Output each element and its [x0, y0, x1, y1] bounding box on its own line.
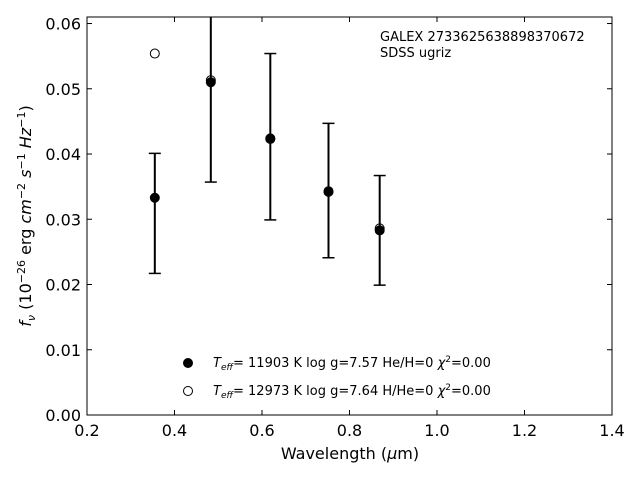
annotation-survey: SDSS ugriz	[380, 46, 451, 61]
legend-marker-filled	[183, 358, 193, 368]
open-circle-point	[374, 223, 385, 234]
y-axis-label: fν (10−26 erg cm−2 s−1 Hz−1)	[15, 105, 38, 326]
legend-marker-open	[183, 386, 193, 396]
x-tick-labels: 0.2 0.4 0.6 0.8 1.0 1.2 1.4	[74, 421, 624, 440]
open-circle-point	[265, 133, 276, 144]
open-circle-point	[149, 48, 160, 59]
open-circle-point	[205, 75, 216, 86]
x-axis-label: Wavelength (μm)	[281, 444, 419, 463]
filled-circle-point	[149, 192, 160, 203]
open-circle-point	[323, 186, 334, 197]
filled-circle-point	[205, 77, 216, 88]
x-tick-label: 0.4	[162, 421, 187, 440]
x-tick-label: 0.6	[249, 421, 274, 440]
y-tick-label: 0.05	[45, 80, 81, 99]
y-tick-label: 0.01	[45, 341, 81, 360]
y-tick-label: 0.03	[45, 210, 81, 229]
legend-entry-2: Teff= 12973 K log g=7.64 H/He=0 χ2=0.00	[213, 383, 491, 401]
x-tick-label: 1.4	[599, 421, 624, 440]
error-bars	[148, 17, 386, 286]
data-points	[149, 48, 385, 236]
plot-frame	[86, 16, 613, 416]
legend-entry-1: Teff= 11903 K log g=7.57 He/H=0 χ2=0.00	[213, 355, 491, 373]
x-tick-label: 1.0	[424, 421, 449, 440]
x-tick-label: 0.8	[337, 421, 362, 440]
y-tick-label: 0.06	[45, 15, 81, 34]
x-tick-label: 0.2	[74, 421, 99, 440]
x-tick-label: 1.2	[512, 421, 537, 440]
annotation-object-id: GALEX 2733625638898370672	[380, 30, 585, 45]
y-tick-labels: 0.00 0.01 0.02 0.03 0.04 0.05 0.06	[45, 15, 81, 425]
y-tick-label: 0.00	[45, 406, 81, 425]
filled-circle-point	[374, 225, 385, 236]
y-tick-label: 0.02	[45, 276, 81, 295]
y-tick-label: 0.04	[45, 145, 81, 164]
legend: Teff= 11903 K log g=7.57 He/H=0 χ2=0.00 …	[183, 355, 491, 401]
